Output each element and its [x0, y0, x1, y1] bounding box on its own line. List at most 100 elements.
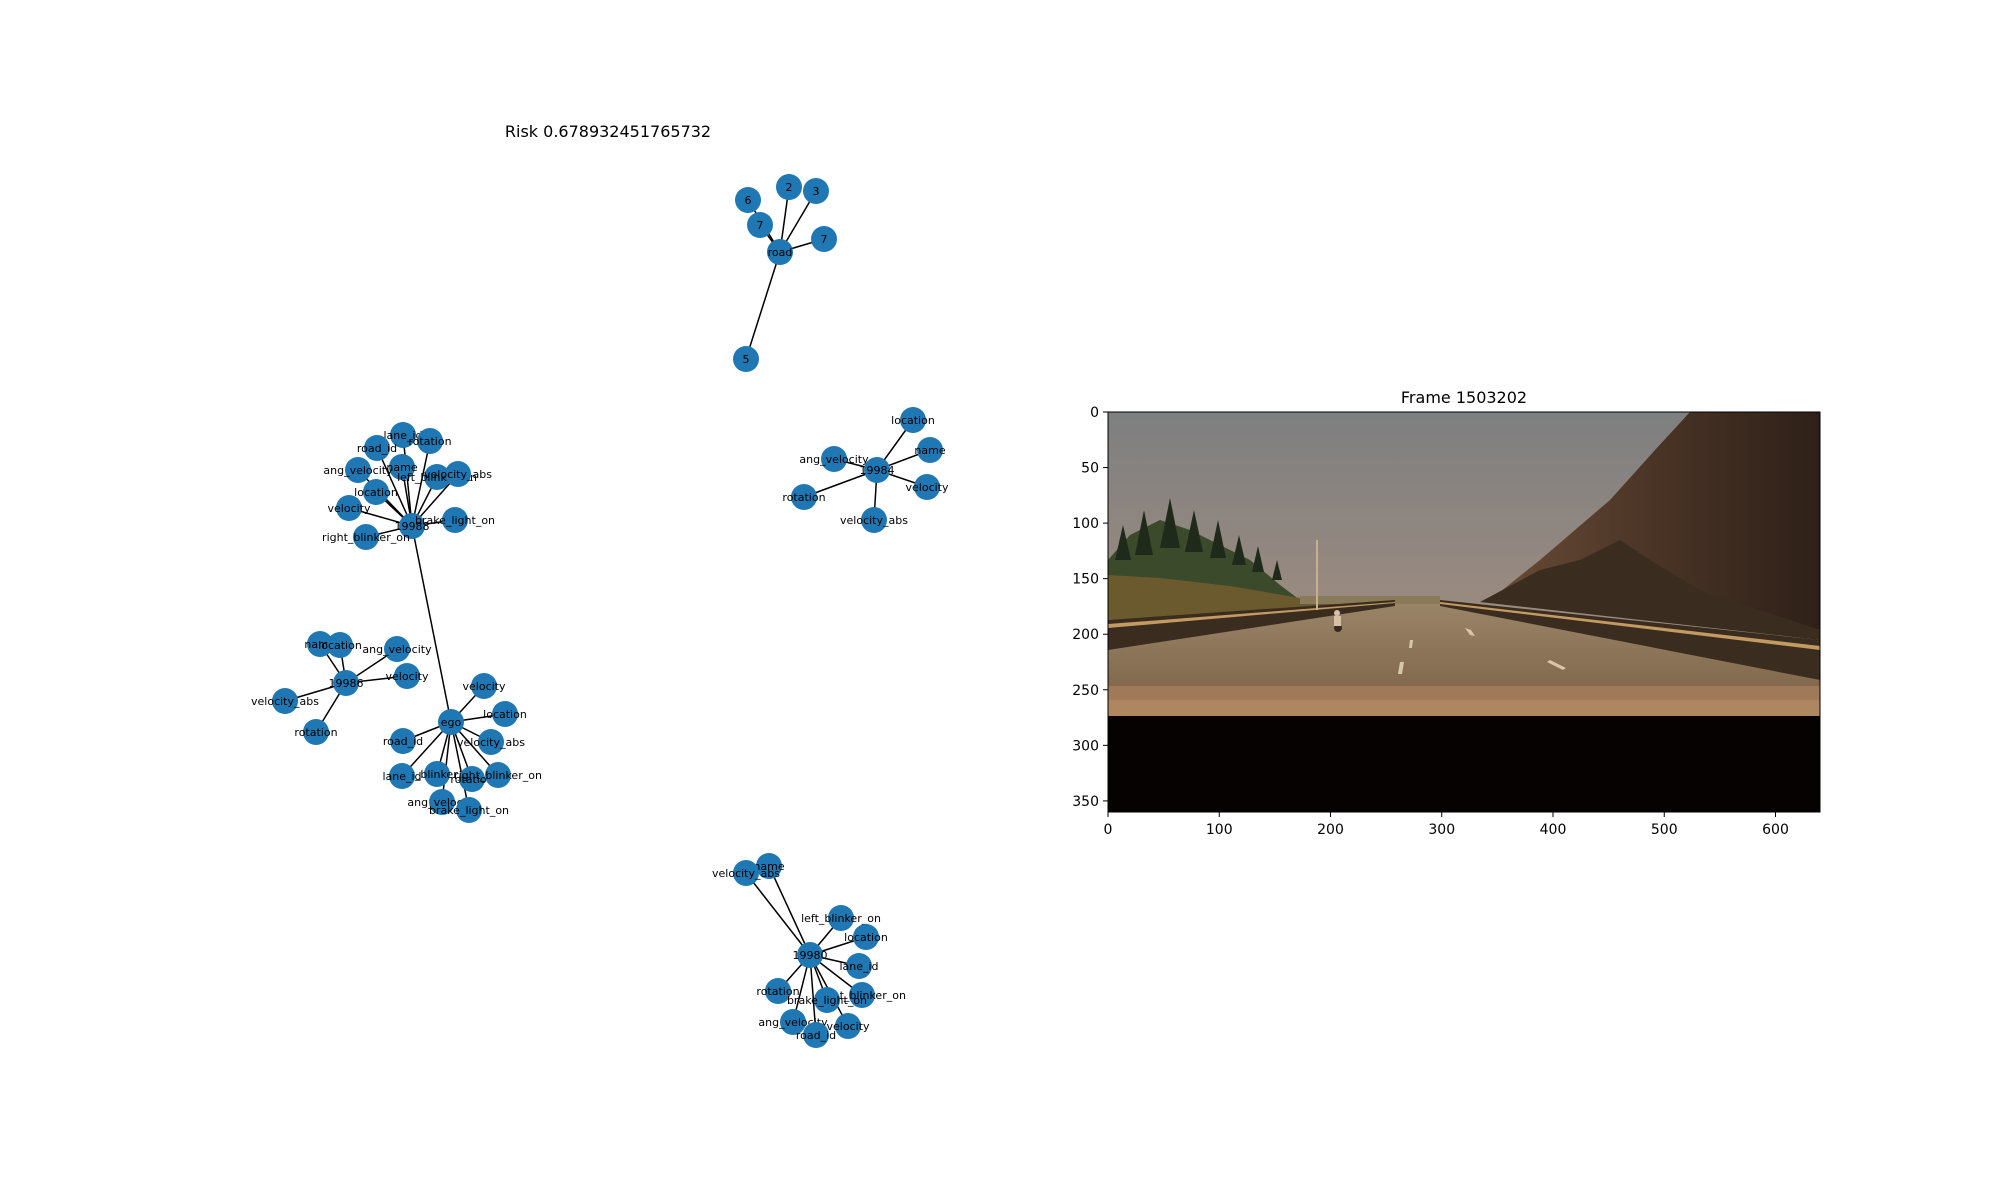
graph-node-circle: [445, 461, 471, 487]
graph-node-label: velocity: [328, 502, 371, 515]
graph-node-circle: [849, 982, 875, 1008]
graph-node-circle: [811, 226, 837, 252]
graph-node-circle: [429, 789, 455, 815]
graph-node-circle: [424, 761, 450, 787]
x-tick-label: 300: [1428, 822, 1455, 838]
graph-edge: [411, 525, 452, 723]
graph-node: road_id: [383, 728, 423, 754]
graph-node: rotation: [408, 428, 452, 454]
graph-node-circle: [389, 763, 415, 789]
graph-node: brake_light_on: [787, 987, 867, 1013]
x-tick-label: 400: [1540, 822, 1567, 838]
x-tick-label: 100: [1206, 822, 1233, 838]
graph-node: velocity_abs: [712, 860, 780, 886]
graph-node-label: name: [914, 444, 945, 457]
graph-node-label: name: [753, 860, 784, 873]
graph-node-circle: [735, 187, 761, 213]
graph-node-label: road: [768, 246, 793, 259]
graph-node-label: velocity_abs: [457, 736, 525, 749]
graph-edge: [402, 434, 413, 527]
graph-node-circle: [442, 507, 468, 533]
graph-edge: [745, 872, 811, 956]
x-tick-label: 500: [1651, 822, 1678, 838]
graph-node: location: [483, 701, 527, 727]
graph-node: brake_light_on: [415, 507, 495, 533]
graph-node-circle: [767, 239, 793, 265]
cyclist-in-frame: [1334, 610, 1342, 632]
graph-edge: [450, 721, 470, 811]
graph-node: location: [318, 632, 362, 658]
graph-node: location: [354, 479, 398, 505]
y-tick-label: 150: [1072, 572, 1099, 588]
graph-node: velocity_abs: [457, 729, 525, 755]
graph-node-circle: [861, 507, 887, 533]
graph-node: velocity: [463, 673, 506, 699]
graph-node-circle: [424, 464, 450, 490]
graph-node-circle: [814, 987, 840, 1013]
graph-node-circle: [803, 1022, 829, 1048]
graph-node-label: road_id: [383, 735, 423, 748]
graph-node: velocity: [328, 495, 371, 521]
graph-node-label: ang_velocity: [799, 453, 869, 466]
x-tick-label: 200: [1317, 822, 1344, 838]
graph-node: rotation: [450, 766, 494, 792]
graph-node-label: brake_light_on: [415, 514, 495, 527]
graph-node-circle: [776, 174, 802, 200]
graph-node-label: velocity: [906, 481, 949, 494]
graph-node-label: 3: [813, 185, 820, 198]
graph-node: right_blinker_on: [322, 524, 410, 550]
graph-node: lane_id: [382, 763, 422, 789]
graph-node-label: 7: [757, 219, 764, 232]
y-tick-label: 50: [1081, 461, 1099, 477]
graph-node: ang_velocity: [362, 636, 432, 662]
graph-node: velocity_abs: [424, 461, 492, 487]
graph-node-label: location: [483, 708, 527, 721]
graph-node-label: rotation: [782, 491, 825, 504]
graph-node: velocity: [906, 474, 949, 500]
graph-node-circle: [399, 513, 425, 539]
graph-node-label: lane_id: [839, 960, 878, 973]
graph-node: location: [891, 407, 935, 433]
graph-node-label: lane_id: [382, 770, 421, 783]
graph-node-circle: [733, 346, 759, 372]
graph-node-circle: [333, 670, 359, 696]
graph-node-circle: [747, 212, 773, 238]
graph-node-label: rotation: [294, 726, 337, 739]
graph-node-circle: [853, 924, 879, 950]
graph-node-circle: [756, 853, 782, 879]
graph-node-label: rotation: [450, 773, 493, 786]
graph-node-circle: [864, 457, 890, 483]
graph-node: road: [767, 239, 793, 265]
graph-node-circle: [459, 766, 485, 792]
graph-node-label: location: [318, 639, 362, 652]
graph-node-circle: [835, 1013, 861, 1039]
graph-node-label: velocity: [463, 680, 506, 693]
graph-node: velocity: [386, 663, 429, 689]
x-tick-label: 600: [1762, 822, 1789, 838]
graph-node: 19980: [793, 942, 828, 968]
graph-node-circle: [394, 663, 420, 689]
graph-edge: [809, 954, 817, 1036]
y-tick-label: 200: [1072, 627, 1099, 643]
graph-node-label: 6: [745, 194, 752, 207]
frame-axes: 0 100 200 300 400 500 600 0 50 100 150 200 250 300 350: [1072, 405, 1789, 838]
graph-edge: [441, 721, 452, 803]
graph-node: left_blinker_on: [801, 905, 881, 931]
graph-node-circle: [803, 178, 829, 204]
graph-node-label: velocity_abs: [424, 468, 492, 481]
graph-node-circle: [733, 860, 759, 886]
graph-node-circle: [390, 728, 416, 754]
graph-node-label: location: [844, 931, 888, 944]
graph-node-label: right_blinker_on: [818, 989, 906, 1002]
graph-node-circle: [390, 422, 416, 448]
graph-node: right_blinker_on: [818, 982, 906, 1008]
graph-node: right_blinker_on: [454, 762, 542, 788]
graph-node: rotation: [294, 719, 338, 745]
graph-node-circle: [272, 688, 298, 714]
graph-node: ang_velocity: [799, 446, 869, 472]
graph-node: 5: [733, 346, 759, 372]
graph-edge: [745, 251, 781, 360]
graph-node-circle: [791, 484, 817, 510]
